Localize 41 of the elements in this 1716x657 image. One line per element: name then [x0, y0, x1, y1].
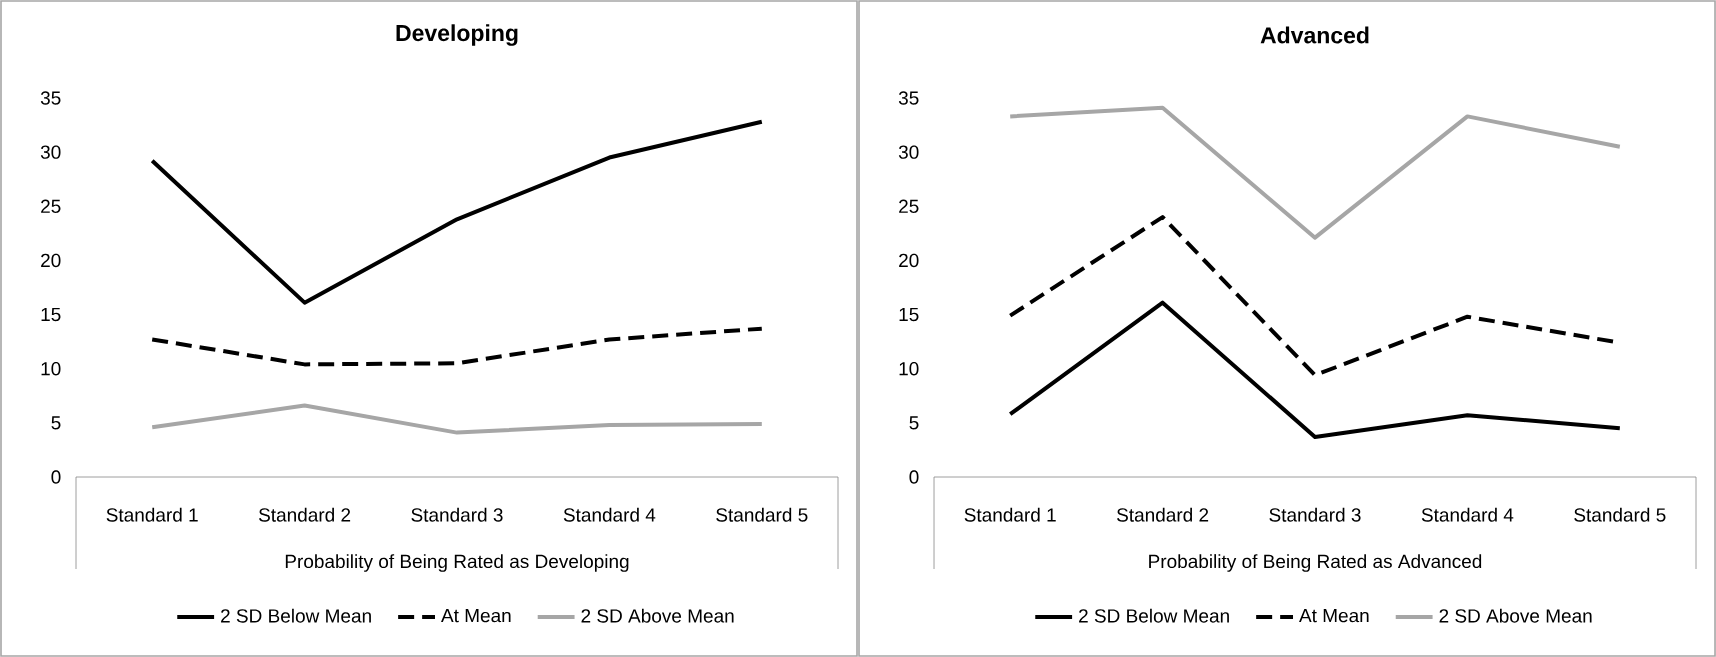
x-tick-label: Standard 2: [1117, 507, 1209, 522]
x-tick-label: Standard 5: [716, 507, 808, 522]
x-tick-label: Standard 4: [1421, 507, 1514, 522]
y-tick-label: 15: [41, 307, 61, 322]
x-tick-label: Standard 5: [1574, 507, 1666, 522]
y-tick-label: 5: [909, 416, 919, 430]
line-series: [150, 326, 764, 367]
x-tick-label: Standard 2: [258, 507, 351, 522]
x-tick-label: Standard 1: [964, 507, 1056, 522]
legend-label: At Mean: [441, 609, 511, 623]
y-tick-label: 30: [898, 145, 919, 159]
y-tick-label: 0: [909, 470, 919, 484]
line-series: [150, 403, 764, 435]
y-tick-label: 20: [899, 253, 919, 268]
x-tick-label: Standard 3: [1269, 507, 1361, 522]
y-tick-label: 0: [51, 470, 61, 484]
y-tick-label: 10: [41, 361, 61, 376]
y-tick-label: 35: [40, 91, 61, 105]
x-tick-label: Standard 3: [411, 507, 503, 522]
x-tick-label: Standard 4: [563, 507, 656, 522]
chart-title: Developing: [396, 24, 518, 46]
legend-label: 2 SD Above Mean: [581, 608, 734, 623]
line-series: [1008, 300, 1622, 439]
legend-label: At Mean: [1299, 609, 1369, 623]
legend-label: 2 SD Below Mean: [1079, 608, 1229, 623]
y-tick-label: 15: [899, 307, 919, 322]
line-series: [1008, 105, 1622, 240]
y-tick-label: 5: [51, 416, 61, 430]
y-tick-label: 35: [898, 91, 919, 105]
y-tick-label: 10: [899, 361, 919, 376]
y-tick-label: 20: [41, 253, 61, 268]
legend-label: 2 SD Below Mean: [221, 608, 371, 623]
legend-label: 2 SD Above Mean: [1439, 608, 1592, 623]
chart-title: Advanced: [1260, 26, 1369, 44]
x-axis-title: Probability of Being Rated as Advanced: [1149, 554, 1482, 572]
y-tick-label: 30: [40, 145, 61, 159]
x-axis-title: Probability of Being Rated as Developing: [285, 554, 629, 572]
line-series: [150, 119, 764, 305]
x-tick-label: Standard 1: [106, 507, 198, 522]
y-tick-label: 25: [899, 199, 919, 214]
y-tick-label: 25: [41, 199, 61, 214]
